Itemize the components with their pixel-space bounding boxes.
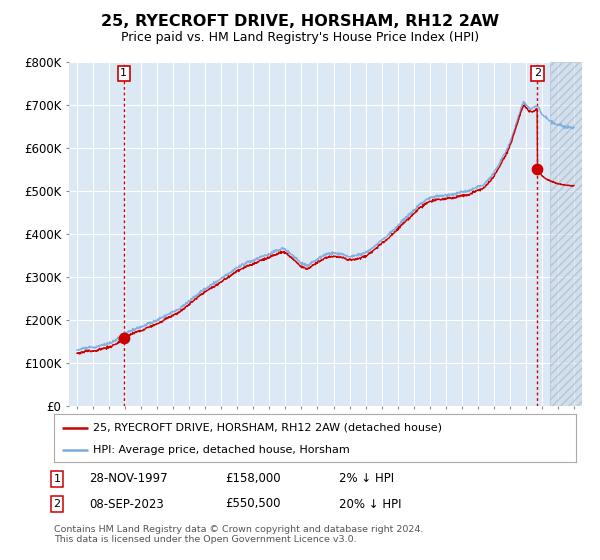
Text: 20% ↓ HPI: 20% ↓ HPI: [339, 497, 401, 511]
Text: Price paid vs. HM Land Registry's House Price Index (HPI): Price paid vs. HM Land Registry's House …: [121, 31, 479, 44]
Point: [119, 334, 128, 343]
Text: £550,500: £550,500: [225, 497, 281, 511]
Text: 2% ↓ HPI: 2% ↓ HPI: [339, 472, 394, 486]
Text: 08-SEP-2023: 08-SEP-2023: [89, 497, 164, 511]
Text: 2: 2: [533, 68, 541, 78]
Text: 1: 1: [53, 474, 61, 484]
Text: 1: 1: [120, 68, 127, 78]
Text: 28-NOV-1997: 28-NOV-1997: [89, 472, 167, 486]
Text: 25, RYECROFT DRIVE, HORSHAM, RH12 2AW (detached house): 25, RYECROFT DRIVE, HORSHAM, RH12 2AW (d…: [93, 423, 442, 433]
Text: Contains HM Land Registry data © Crown copyright and database right 2024.
This d: Contains HM Land Registry data © Crown c…: [54, 525, 424, 544]
Text: HPI: Average price, detached house, Horsham: HPI: Average price, detached house, Hors…: [93, 445, 350, 455]
Text: 25, RYECROFT DRIVE, HORSHAM, RH12 2AW: 25, RYECROFT DRIVE, HORSHAM, RH12 2AW: [101, 14, 499, 29]
Text: £158,000: £158,000: [225, 472, 281, 486]
Point: [532, 165, 542, 174]
Bar: [550, 62, 582, 406]
Text: 2: 2: [53, 499, 61, 509]
Bar: [550, 62, 582, 406]
